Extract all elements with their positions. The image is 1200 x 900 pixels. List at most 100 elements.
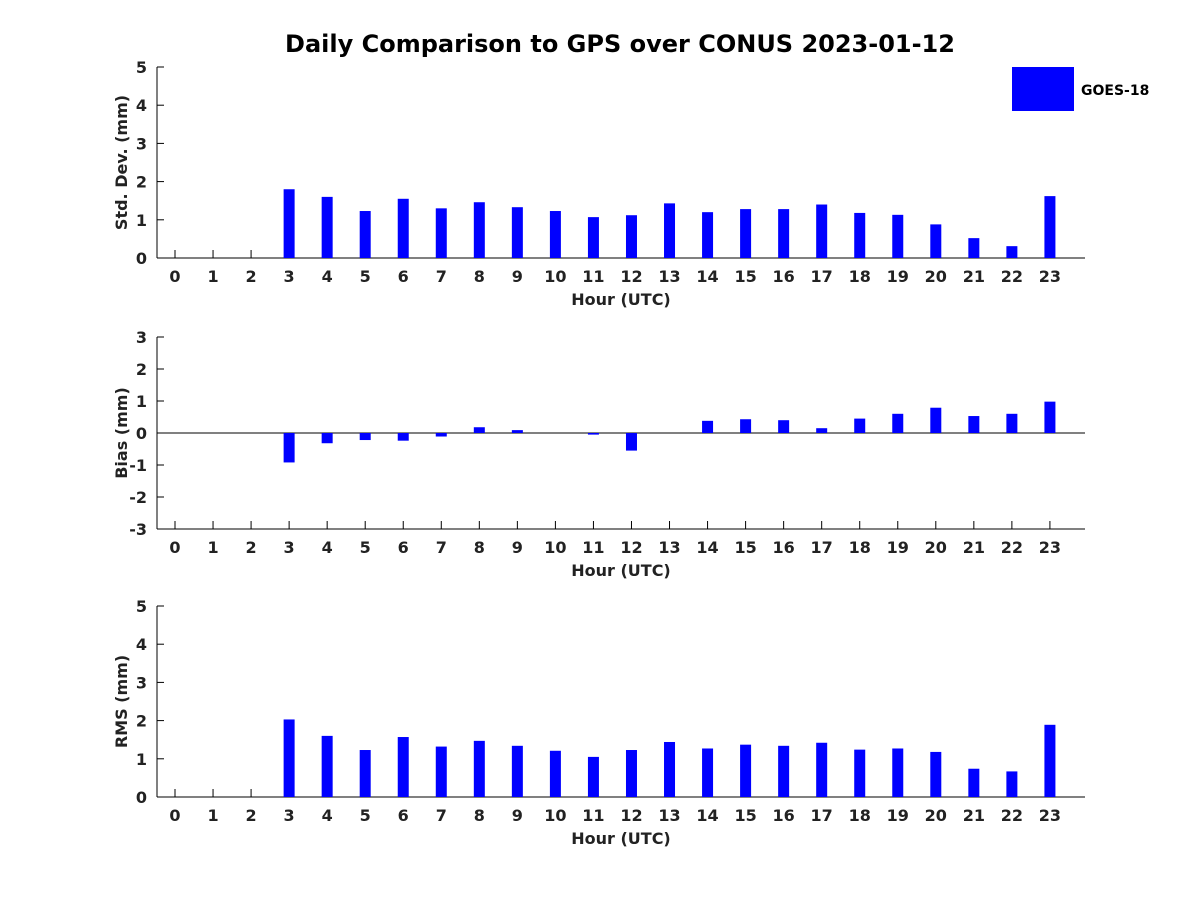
bar-hour-12 (625, 215, 637, 258)
y-tick-label: 0 (136, 424, 147, 443)
x-tick-label: 11 (582, 267, 604, 286)
bar-hour-4 (321, 735, 333, 797)
bar-hour-19 (892, 413, 904, 433)
x-tick-label: 1 (207, 806, 218, 825)
x-tick-label: 14 (696, 267, 718, 286)
x-tick-label: 23 (1039, 806, 1061, 825)
y-tick-label: 4 (136, 635, 147, 654)
y-axis-label: Std. Dev. (mm) (112, 95, 131, 230)
x-tick-label: 8 (474, 806, 485, 825)
bar-hour-18 (854, 418, 866, 433)
y-tick-label: 0 (136, 249, 147, 268)
bar-hour-20 (930, 224, 942, 258)
x-tick-label: 13 (658, 538, 680, 557)
bar-hour-3 (283, 719, 295, 797)
x-tick-label: 7 (436, 538, 447, 557)
y-tick-label: 2 (136, 712, 147, 731)
bar-hour-13 (664, 203, 676, 258)
bar-hour-4 (321, 433, 333, 444)
legend-swatch (1012, 67, 1074, 111)
bar-hour-8 (473, 740, 485, 797)
bar-hour-7 (435, 746, 447, 797)
x-tick-label: 13 (658, 267, 680, 286)
x-tick-label: 18 (849, 538, 871, 557)
bar-hour-22 (1006, 246, 1018, 258)
x-tick-label: 3 (284, 538, 295, 557)
x-tick-label: 22 (1001, 538, 1023, 557)
x-tick-label: 6 (398, 806, 409, 825)
y-tick-label: 1 (136, 392, 147, 411)
x-tick-label: 9 (512, 806, 523, 825)
x-tick-label: 4 (322, 538, 333, 557)
x-tick-label: 17 (811, 806, 833, 825)
bar-hour-22 (1006, 413, 1018, 433)
bar-hour-6 (397, 433, 409, 441)
bar-hour-19 (892, 214, 904, 258)
x-tick-label: 10 (544, 267, 566, 286)
x-tick-label: 7 (436, 267, 447, 286)
bar-hour-15 (740, 744, 752, 797)
x-tick-label: 19 (887, 538, 909, 557)
y-tick-label: 2 (136, 360, 147, 379)
bar-hour-19 (892, 748, 904, 797)
y-tick-label: 5 (136, 597, 147, 616)
bar-hour-16 (778, 209, 790, 258)
y-tick-label: 2 (136, 173, 147, 192)
x-tick-label: 16 (773, 538, 795, 557)
bar-hour-12 (625, 750, 637, 797)
bar-hour-3 (283, 189, 295, 258)
x-tick-label: 9 (512, 538, 523, 557)
x-tick-label: 19 (887, 806, 909, 825)
bar-hour-9 (511, 430, 523, 433)
x-tick-label: 16 (773, 267, 795, 286)
x-tick-label: 14 (696, 806, 718, 825)
x-tick-label: 22 (1001, 267, 1023, 286)
bar-hour-14 (702, 748, 714, 797)
x-tick-label: 10 (544, 538, 566, 557)
x-tick-label: 0 (169, 806, 180, 825)
x-tick-label: 1 (207, 267, 218, 286)
x-tick-label: 8 (474, 538, 485, 557)
x-tick-label: 15 (734, 806, 756, 825)
x-tick-label: 15 (734, 538, 756, 557)
x-tick-label: 23 (1039, 538, 1061, 557)
x-tick-label: 22 (1001, 806, 1023, 825)
bar-hour-6 (397, 198, 409, 258)
y-tick-label: 4 (136, 96, 147, 115)
x-tick-label: 5 (360, 806, 371, 825)
x-tick-label: 4 (322, 806, 333, 825)
bar-hour-11 (587, 433, 599, 435)
bar-hour-15 (740, 209, 752, 258)
bar-hour-21 (968, 238, 980, 258)
x-tick-label: 21 (963, 806, 985, 825)
bar-hour-21 (968, 768, 980, 797)
bar-hour-3 (283, 433, 295, 463)
bar-hour-7 (435, 433, 447, 437)
y-tick-label: 1 (136, 211, 147, 230)
x-tick-label: 20 (925, 267, 947, 286)
x-tick-label: 7 (436, 806, 447, 825)
bar-hour-20 (930, 751, 942, 797)
bar-hour-8 (473, 427, 485, 433)
bar-hour-17 (816, 204, 828, 258)
x-tick-label: 2 (246, 267, 257, 286)
bar-hour-14 (702, 420, 714, 433)
y-axis-label: RMS (mm) (112, 655, 131, 748)
y-tick-label: 5 (136, 58, 147, 77)
x-tick-label: 6 (398, 538, 409, 557)
x-tick-label: 23 (1039, 267, 1061, 286)
bar-hour-8 (473, 202, 485, 258)
x-tick-label: 21 (963, 538, 985, 557)
bar-hour-18 (854, 212, 866, 258)
bar-hour-5 (359, 750, 371, 797)
bar-hour-16 (778, 420, 790, 433)
y-tick-label: 1 (136, 750, 147, 769)
x-tick-label: 18 (849, 806, 871, 825)
x-axis-label: Hour (UTC) (571, 829, 671, 848)
y-tick-label: -1 (129, 456, 147, 475)
bar-hour-11 (587, 217, 599, 258)
